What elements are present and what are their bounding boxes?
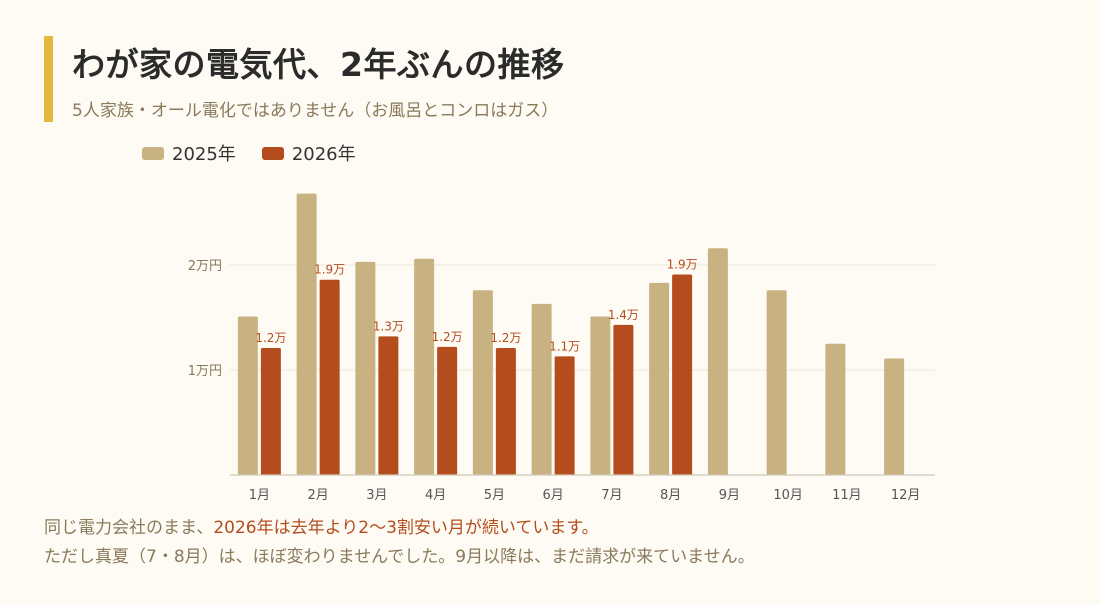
x-tick-label: 10月 (773, 488, 803, 503)
data-label-2026-1: 1.2万 (255, 331, 286, 345)
note-line-1-text: 同じ電力会社のまま、 (44, 518, 214, 538)
bar-2025-9 (707, 248, 728, 475)
legend-label-2025: 2025年 (172, 144, 236, 165)
legend-label-2026: 2026年 (291, 144, 356, 165)
bar-2026-4 (437, 346, 458, 475)
bar-2025-12 (884, 358, 905, 475)
bar-2025-7 (590, 316, 611, 475)
note-line-1: 同じ電力会社のまま、2026年は去年より2〜3割安い月が続いています。 (44, 513, 599, 538)
bar-2026-8 (672, 274, 693, 475)
y-tick-label: 2万円 (188, 259, 222, 274)
bar-2025-4 (414, 258, 435, 475)
x-tick-label: 9月 (719, 488, 740, 503)
data-label-2026-8: 1.9万 (667, 257, 698, 271)
x-tick-label: 1月 (249, 488, 270, 503)
bar-2025-6 (531, 303, 552, 475)
title-accent-bar (44, 36, 53, 122)
bar-2025-2 (296, 193, 317, 475)
data-label-2026-5: 1.2万 (490, 331, 521, 345)
bar-2025-8 (649, 282, 670, 475)
bar-2026-3 (378, 336, 399, 475)
note-line-2: ただし真夏（7・8月）は、ほぼ変わりませんでした。9月以降は、まだ請求が来ていま… (44, 547, 755, 567)
bar-2026-1 (260, 347, 281, 475)
legend-item-2026: 2026年 (261, 140, 356, 166)
bar-2026-6 (554, 356, 575, 475)
bar-2025-3 (355, 261, 376, 475)
x-tick-label: 4月 (425, 488, 446, 503)
bar-2025-1 (237, 316, 258, 475)
data-label-2026-6: 1.1万 (549, 339, 580, 353)
page-title: わが家の電気代、2年ぶんの推移 (72, 45, 565, 84)
page-subtitle: 5人家族・オール電化ではありません（お風呂とコンロはガス） (72, 101, 559, 121)
bar-2025-11 (825, 343, 846, 475)
y-tick-label: 1万円 (188, 364, 222, 379)
data-label-2026-7: 1.4万 (608, 308, 639, 322)
x-tick-label: 8月 (660, 488, 681, 503)
x-tick-label: 7月 (601, 488, 622, 503)
x-tick-label: 3月 (366, 488, 387, 503)
bar-2026-5 (495, 347, 516, 475)
data-label-2026-4: 1.2万 (432, 330, 463, 344)
chart-legend: 2025年 2026年 (142, 140, 356, 166)
legend-swatch-2026 (261, 146, 284, 160)
bar-2025-10 (766, 290, 787, 475)
data-label-2026-2: 1.9万 (314, 263, 345, 277)
note-line-1-highlight: 2026年は去年より2〜3割安い月が続いています。 (213, 518, 599, 538)
x-tick-label: 12月 (891, 488, 921, 503)
bar-2026-2 (319, 279, 340, 475)
x-tick-label: 6月 (542, 488, 563, 503)
bar-2025-5 (472, 290, 493, 475)
x-tick-label: 11月 (832, 488, 862, 503)
legend-swatch-2025 (142, 146, 164, 160)
legend-item-2025: 2025年 (142, 140, 236, 166)
x-tick-label: 5月 (484, 488, 505, 503)
data-label-2026-3: 1.3万 (373, 319, 404, 333)
x-tick-label: 2月 (307, 488, 328, 503)
bar-2026-7 (613, 324, 634, 475)
